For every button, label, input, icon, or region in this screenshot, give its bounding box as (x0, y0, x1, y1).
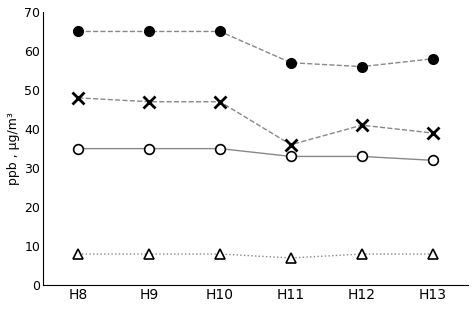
Y-axis label: ppb , μg/m³: ppb , μg/m³ (7, 112, 20, 185)
